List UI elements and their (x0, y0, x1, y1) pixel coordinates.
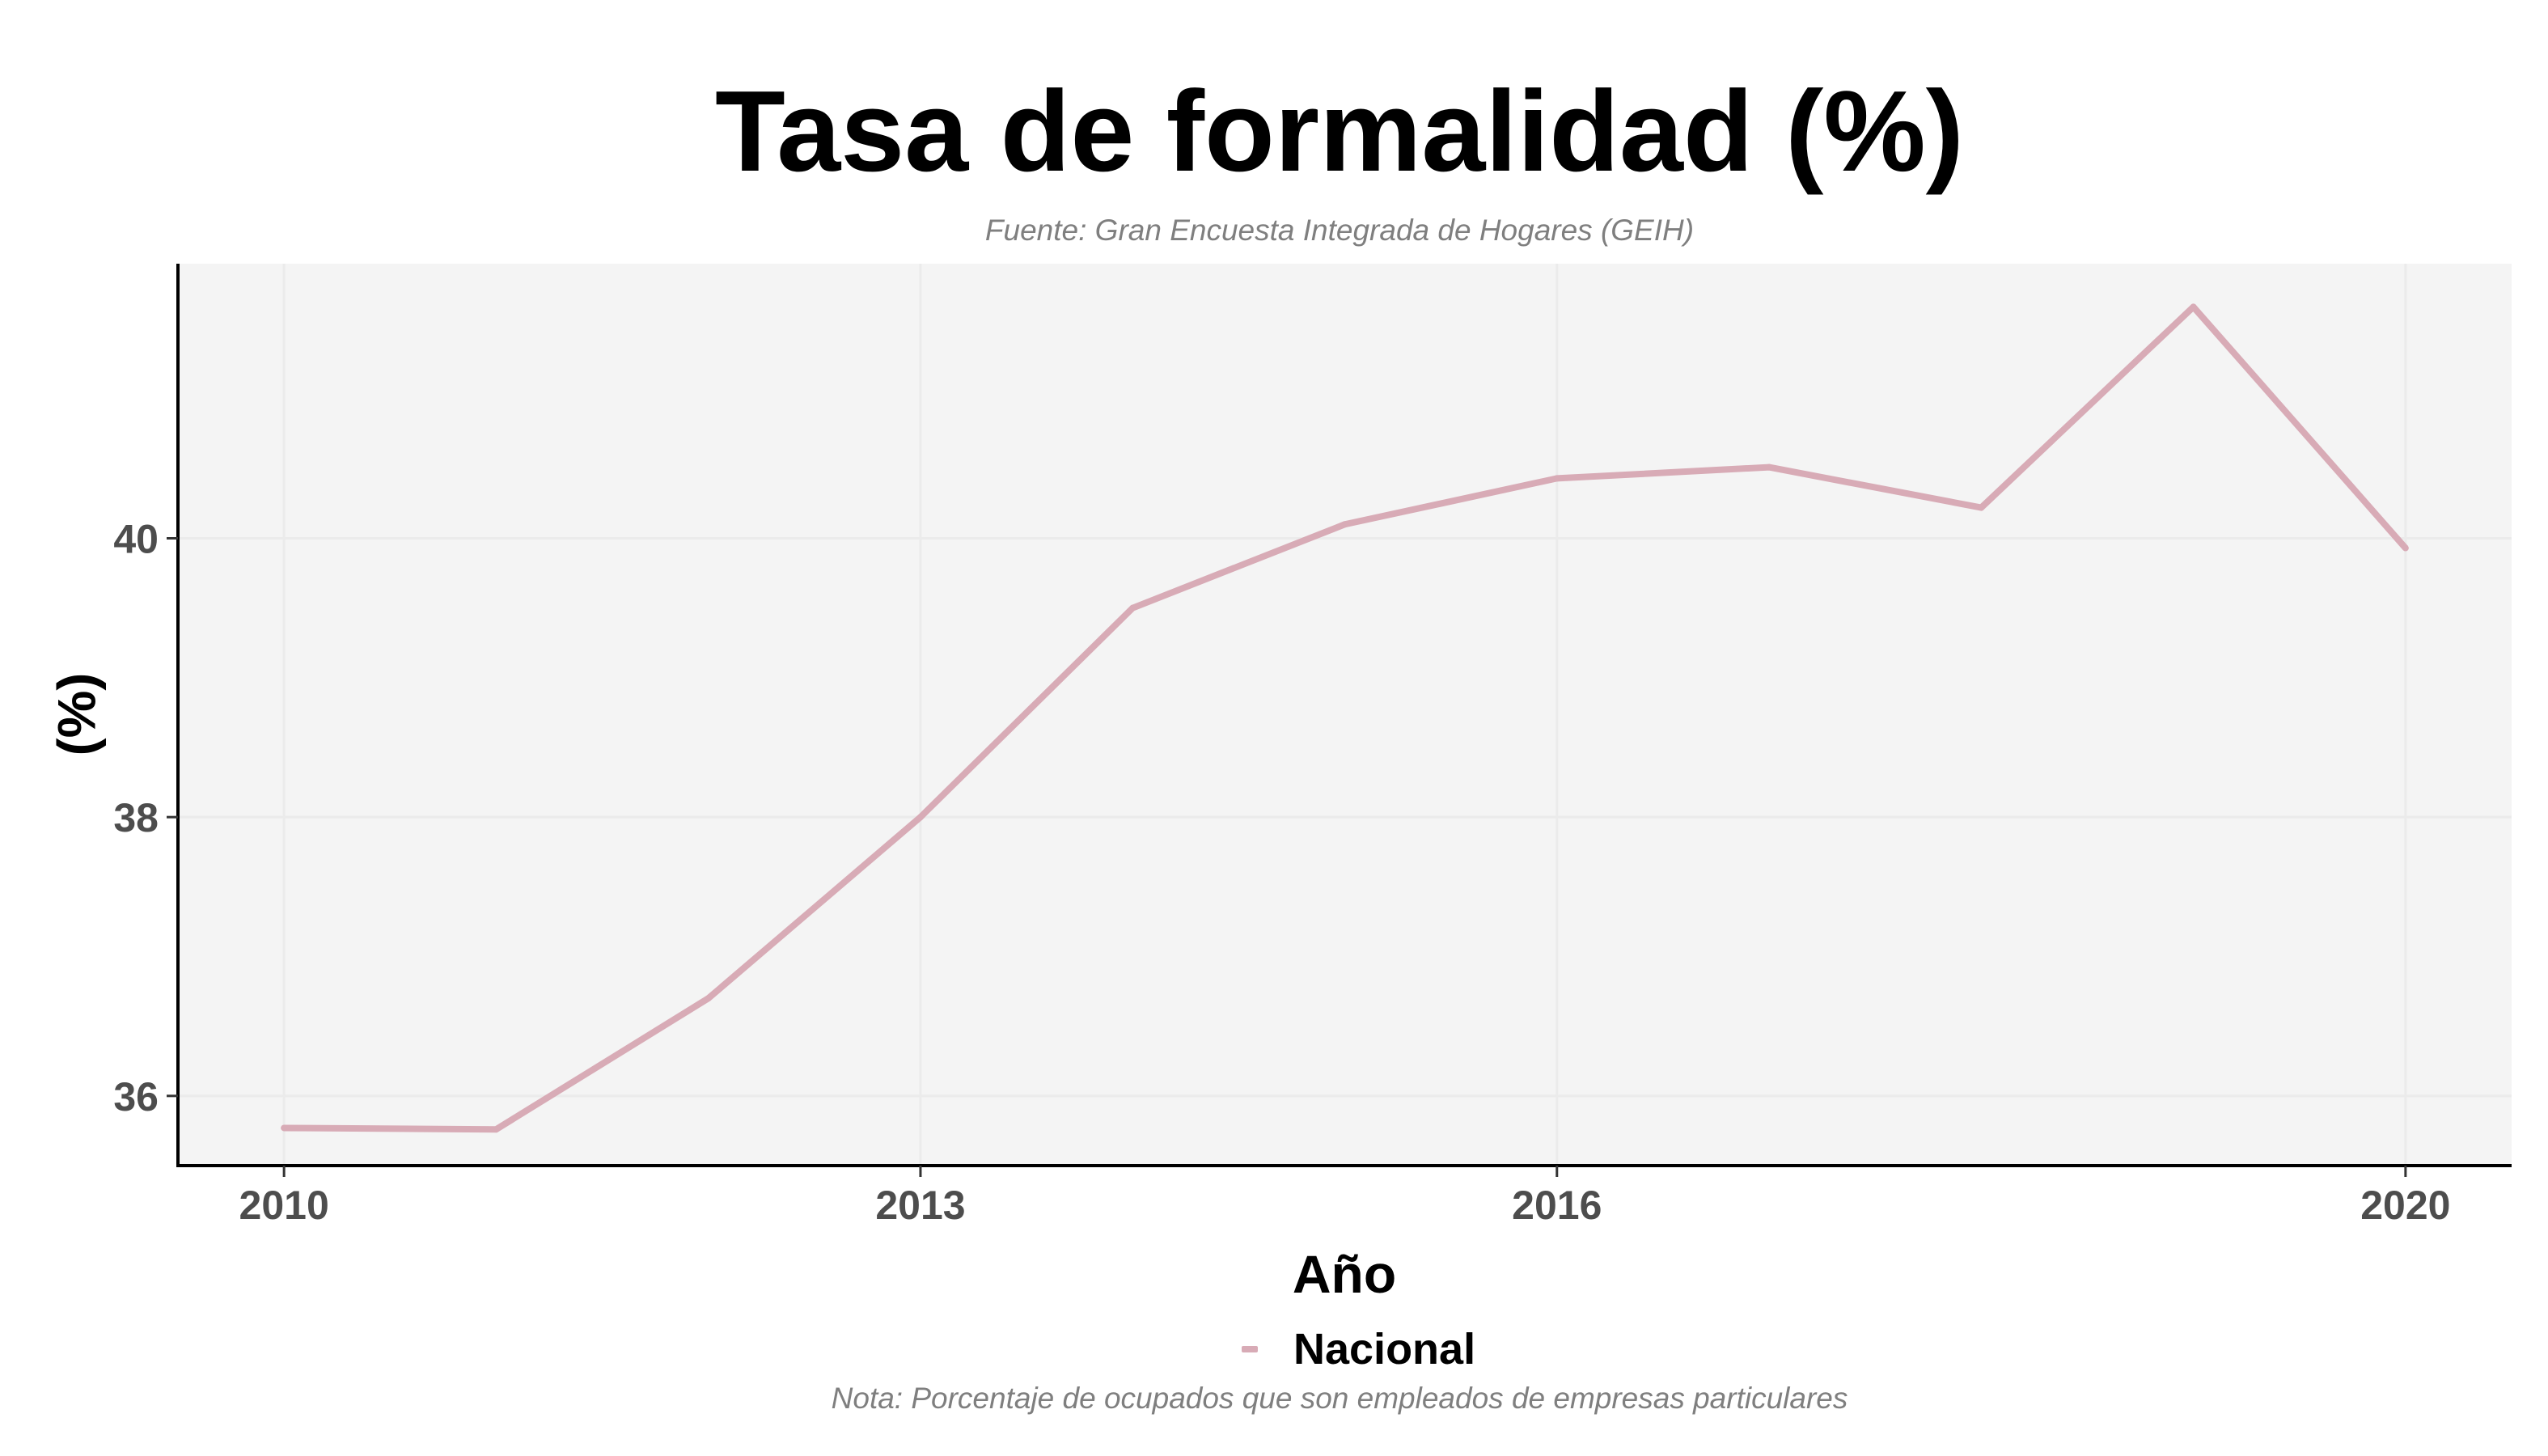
data-point-2018 (1978, 504, 1985, 511)
plot-panel (178, 264, 2512, 1166)
data-point-2017 (1766, 463, 1773, 471)
chart-title: Tasa de formalidad (%) (715, 67, 1964, 196)
x-axis-ticks: 2010 2013 2016 2020 (239, 1166, 2450, 1228)
data-point-2010 (281, 1124, 288, 1132)
x-axis-title: Año (1293, 1244, 1396, 1304)
y-tick-label-38: 38 (113, 795, 159, 840)
data-point-2011 (493, 1126, 500, 1133)
chart-subtitle: Fuente: Gran Encuesta Integrada de Hogar… (984, 214, 1695, 247)
legend-key-nacional (1242, 1346, 1258, 1352)
x-tick-label-2010: 2010 (239, 1183, 329, 1228)
chart-caption: Nota: Porcentaje de ocupados que son emp… (831, 1382, 1848, 1415)
data-point-2012 (705, 995, 712, 1002)
data-point-2019 (2190, 303, 2197, 311)
data-point-2015 (1341, 521, 1348, 528)
x-tick-label-2016: 2016 (1512, 1183, 1602, 1228)
y-axis-title: (%) (46, 673, 106, 756)
x-tick-label-2020: 2020 (2360, 1183, 2450, 1228)
grid-lines (178, 264, 2512, 1166)
y-tick-label-36: 36 (113, 1074, 159, 1120)
data-point-2016 (1553, 475, 1560, 482)
data-point-2014 (1129, 604, 1136, 612)
data-point-2020 (2402, 544, 2409, 552)
series-layer (281, 303, 2409, 1133)
x-tick-label-2013: 2013 (875, 1183, 965, 1228)
y-tick-label-40: 40 (113, 516, 159, 561)
legend: Nacional (1242, 1321, 1475, 1378)
data-point-2013 (916, 814, 924, 821)
y-axis-ticks: 36 38 40 (113, 516, 178, 1120)
legend-label-nacional: Nacional (1293, 1325, 1476, 1373)
